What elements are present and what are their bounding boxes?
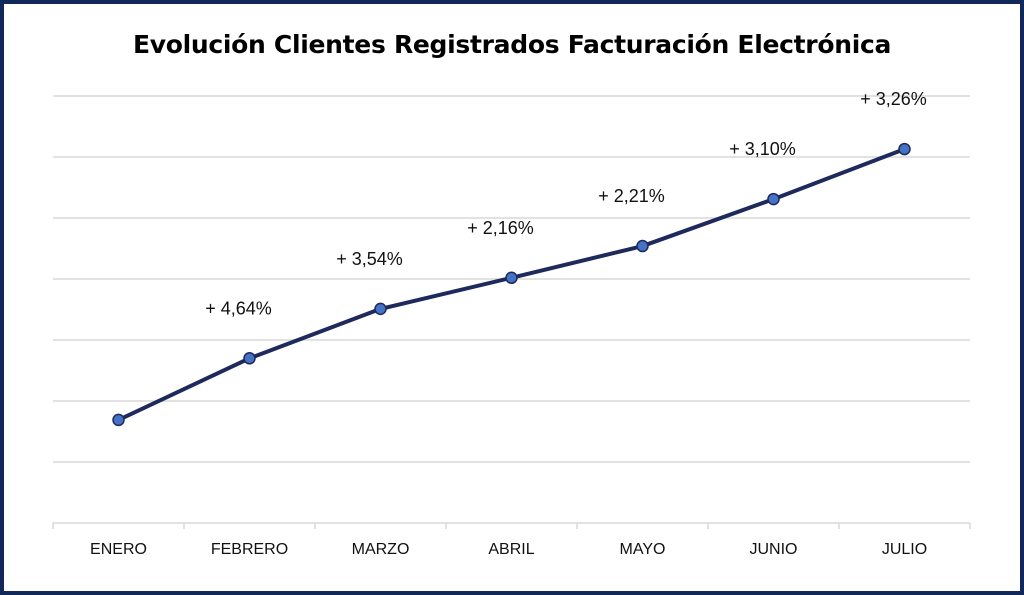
data-label: + 3,10% xyxy=(729,139,796,159)
data-label: + 3,54% xyxy=(336,249,403,269)
data-label: + 2,16% xyxy=(467,218,534,238)
x-tick-label: JUNIO xyxy=(750,541,798,558)
chart-title: Evolución Clientes Registrados Facturaci… xyxy=(132,30,892,59)
data-point xyxy=(505,271,518,285)
data-point xyxy=(243,352,256,365)
data-label: + 2,21% xyxy=(598,186,665,206)
x-tick-label: ABRIL xyxy=(488,541,534,558)
data-point xyxy=(374,302,387,316)
data-point xyxy=(898,142,911,156)
data-point xyxy=(112,413,125,427)
x-tick-label: MARZO xyxy=(352,541,410,558)
x-tick-label: FEBRERO xyxy=(211,541,288,558)
data-point xyxy=(636,239,649,253)
x-tick-label: ENERO xyxy=(90,541,147,558)
data-label: + 4,64% xyxy=(205,298,272,318)
x-tick-label: MAYO xyxy=(620,541,666,558)
series-line xyxy=(117,147,906,422)
data-point xyxy=(767,192,780,206)
x-tick-label: JULIO xyxy=(882,541,927,558)
data-label: + 3,26% xyxy=(860,89,927,109)
